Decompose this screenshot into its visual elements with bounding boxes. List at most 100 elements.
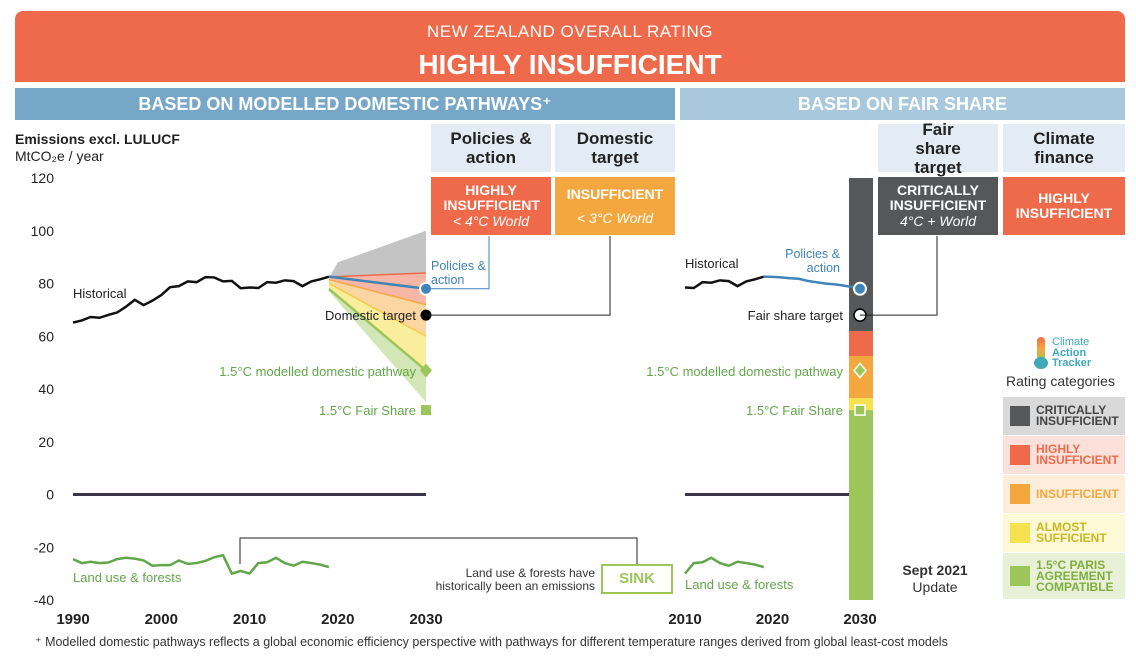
sink-badge: SINK bbox=[601, 564, 673, 594]
historical-line-left bbox=[72, 275, 330, 324]
cat-logo-line3: Tracker bbox=[1052, 357, 1092, 369]
connector-domestic-target bbox=[426, 236, 611, 316]
y-axis-unit: MtCO₂e / year bbox=[15, 148, 104, 164]
modelled-pathway-marker-right bbox=[853, 362, 867, 379]
legend-title: Rating categories bbox=[1006, 373, 1115, 389]
rating-fair-share-world: 4°C + World bbox=[899, 213, 976, 229]
legend-item-critically: CRITICALLY INSUFFICIENT bbox=[1003, 397, 1125, 435]
legend-label: CRITICALLY INSUFFICIENT bbox=[1036, 403, 1119, 428]
overall-rating-subtitle: NEW ZEALAND OVERALL RATING bbox=[427, 22, 713, 41]
label-modelled-right: 1.5°C modelled domestic pathway bbox=[646, 364, 843, 379]
column-title-policies: Policies & action bbox=[450, 129, 532, 167]
legend-swatch bbox=[1010, 406, 1030, 426]
section-modelled-pathways: BASED ON MODELLED DOMESTIC PATHWAYS⁺ bbox=[15, 88, 675, 120]
column-title-domestic: Domestic target bbox=[576, 129, 654, 167]
column-header-fair-share: Fair share target bbox=[878, 120, 998, 177]
y-tick-label: 40 bbox=[38, 381, 54, 397]
fair-share-marker-right bbox=[854, 404, 866, 416]
fair-share-bar-critically bbox=[849, 178, 873, 331]
section-fair-share: BASED ON FAIR SHARE bbox=[680, 88, 1125, 120]
legend-label: HIGHLY INSUFFICIENT bbox=[1036, 442, 1119, 467]
y-tick-label: -40 bbox=[34, 592, 54, 608]
label-historical-right: Historical bbox=[685, 256, 739, 271]
band-boundary-line bbox=[328, 282, 427, 337]
y-tick-label: 20 bbox=[38, 434, 54, 450]
rating-policies-world: < 4°C World bbox=[452, 213, 529, 229]
legend-swatch bbox=[1010, 445, 1030, 465]
y-axis-title: Emissions excl. LULUCF bbox=[15, 131, 180, 147]
modelled-pathway-line bbox=[328, 287, 427, 372]
x-tick-label: 2030 bbox=[843, 611, 876, 628]
column-header-policies: Policies & action bbox=[431, 124, 551, 172]
fair-share-marker-left bbox=[421, 405, 431, 416]
overall-rating-banner: NEW ZEALAND OVERALL RATING HIGHLY INSUFF… bbox=[15, 11, 1125, 82]
rating-domestic: INSUFFICIENT bbox=[566, 185, 664, 202]
cat-logo-line2: Action bbox=[1052, 346, 1087, 359]
y-tick-label: 100 bbox=[31, 223, 55, 239]
legend-item-insufficient: INSUFFICIENT bbox=[1003, 475, 1125, 513]
modelled-pathway-marker bbox=[420, 363, 432, 378]
cat-logo: Climate Action Tracker bbox=[1052, 337, 1091, 369]
fair-share-bar-compatible bbox=[849, 410, 873, 600]
legend-item-highly: HIGHLY INSUFFICIENT bbox=[1003, 436, 1125, 474]
fair-share-bar-highly bbox=[849, 330, 873, 357]
label-fair-share-left: 1.5°C Fair Share bbox=[319, 403, 416, 418]
x-tick-label: 2010 bbox=[668, 611, 701, 628]
connector-policies bbox=[426, 236, 490, 290]
rating-box-fair-share: CRITICALLY INSUFFICIENT 4°C + World bbox=[878, 177, 998, 235]
legend-swatch bbox=[1010, 523, 1030, 543]
rating-box-finance: HIGHLY INSUFFICIENT bbox=[1003, 177, 1125, 235]
legend-label: 1.5°C PARIS AGREEMENT COMPATIBLE bbox=[1036, 557, 1114, 594]
legend-swatch bbox=[1010, 484, 1030, 504]
rating-box-policies: HIGHLY INSUFFICIENT < 4°C World bbox=[431, 177, 551, 235]
label-policies-right: Policies & action bbox=[785, 247, 840, 275]
label-historical-left: Historical bbox=[73, 286, 127, 301]
x-tick-label: 2000 bbox=[145, 611, 178, 628]
column-title-fair-share: Fair share target bbox=[914, 119, 962, 177]
rating-finance: HIGHLY INSUFFICIENT bbox=[1015, 190, 1113, 221]
x-tick-label: 2020 bbox=[756, 611, 789, 628]
label-land-use-left: Land use & forests bbox=[73, 570, 182, 585]
connector-fair-share-target bbox=[860, 236, 938, 316]
rating-box-domestic: INSUFFICIENT < 3°C World bbox=[555, 177, 675, 235]
column-header-domestic: Domestic target bbox=[555, 124, 675, 172]
x-tick-label: 2020 bbox=[321, 611, 354, 628]
rating-domestic-world: < 3°C World bbox=[576, 209, 653, 226]
rating-policies: HIGHLY INSUFFICIENT bbox=[443, 182, 540, 213]
label-modelled-left: 1.5°C modelled domestic pathway bbox=[219, 364, 416, 379]
band-insufficient bbox=[328, 279, 426, 337]
label-domestic-target: Domestic target bbox=[324, 308, 416, 323]
x-tick-label: 1990 bbox=[56, 611, 89, 628]
footnote: ⁺ Modelled domestic pathways reflects a … bbox=[35, 635, 948, 649]
band-boundary-line bbox=[328, 278, 427, 306]
connector-sink bbox=[239, 537, 638, 564]
y-tick-label: -20 bbox=[34, 539, 54, 555]
label-land-use-right: Land use & forests bbox=[685, 577, 794, 592]
policies-line-right bbox=[763, 275, 861, 290]
policies-line-left bbox=[328, 275, 427, 291]
legend-swatch bbox=[1010, 566, 1030, 586]
x-tick-label: 2030 bbox=[409, 611, 442, 628]
fair-share-bar-almost bbox=[849, 398, 873, 411]
update-word: Update bbox=[912, 579, 958, 595]
rating-fair-share: CRITICALLY INSUFFICIENT bbox=[889, 182, 987, 213]
cat-logo-line1: Climate bbox=[1052, 336, 1090, 348]
y-tick-label: 0 bbox=[46, 487, 54, 503]
column-title-finance: Climate finance bbox=[1033, 129, 1095, 167]
land-use-line-left bbox=[72, 553, 330, 576]
update-date: Sept 2021 bbox=[902, 562, 968, 578]
legend-item-compatible: 1.5°C PARIS AGREEMENT COMPATIBLE bbox=[1003, 553, 1125, 599]
y-tick-label: 60 bbox=[38, 328, 54, 344]
column-header-finance: Climate finance bbox=[1003, 124, 1125, 172]
band-compatible bbox=[328, 288, 426, 403]
thermometer-icon bbox=[1034, 337, 1048, 369]
legend-label: INSUFFICIENT bbox=[1036, 486, 1119, 501]
legend-item-almost: ALMOST SUFFICIENT bbox=[1003, 514, 1125, 552]
band-boundary-line bbox=[328, 272, 427, 278]
historical-line-right bbox=[684, 275, 765, 290]
legend-label: ALMOST SUFFICIENT bbox=[1036, 520, 1107, 545]
label-fair-share-right: 1.5°C Fair Share bbox=[746, 403, 843, 418]
sink-note: Land use & forests have historically bee… bbox=[435, 566, 595, 593]
policies-marker-right bbox=[853, 281, 867, 296]
